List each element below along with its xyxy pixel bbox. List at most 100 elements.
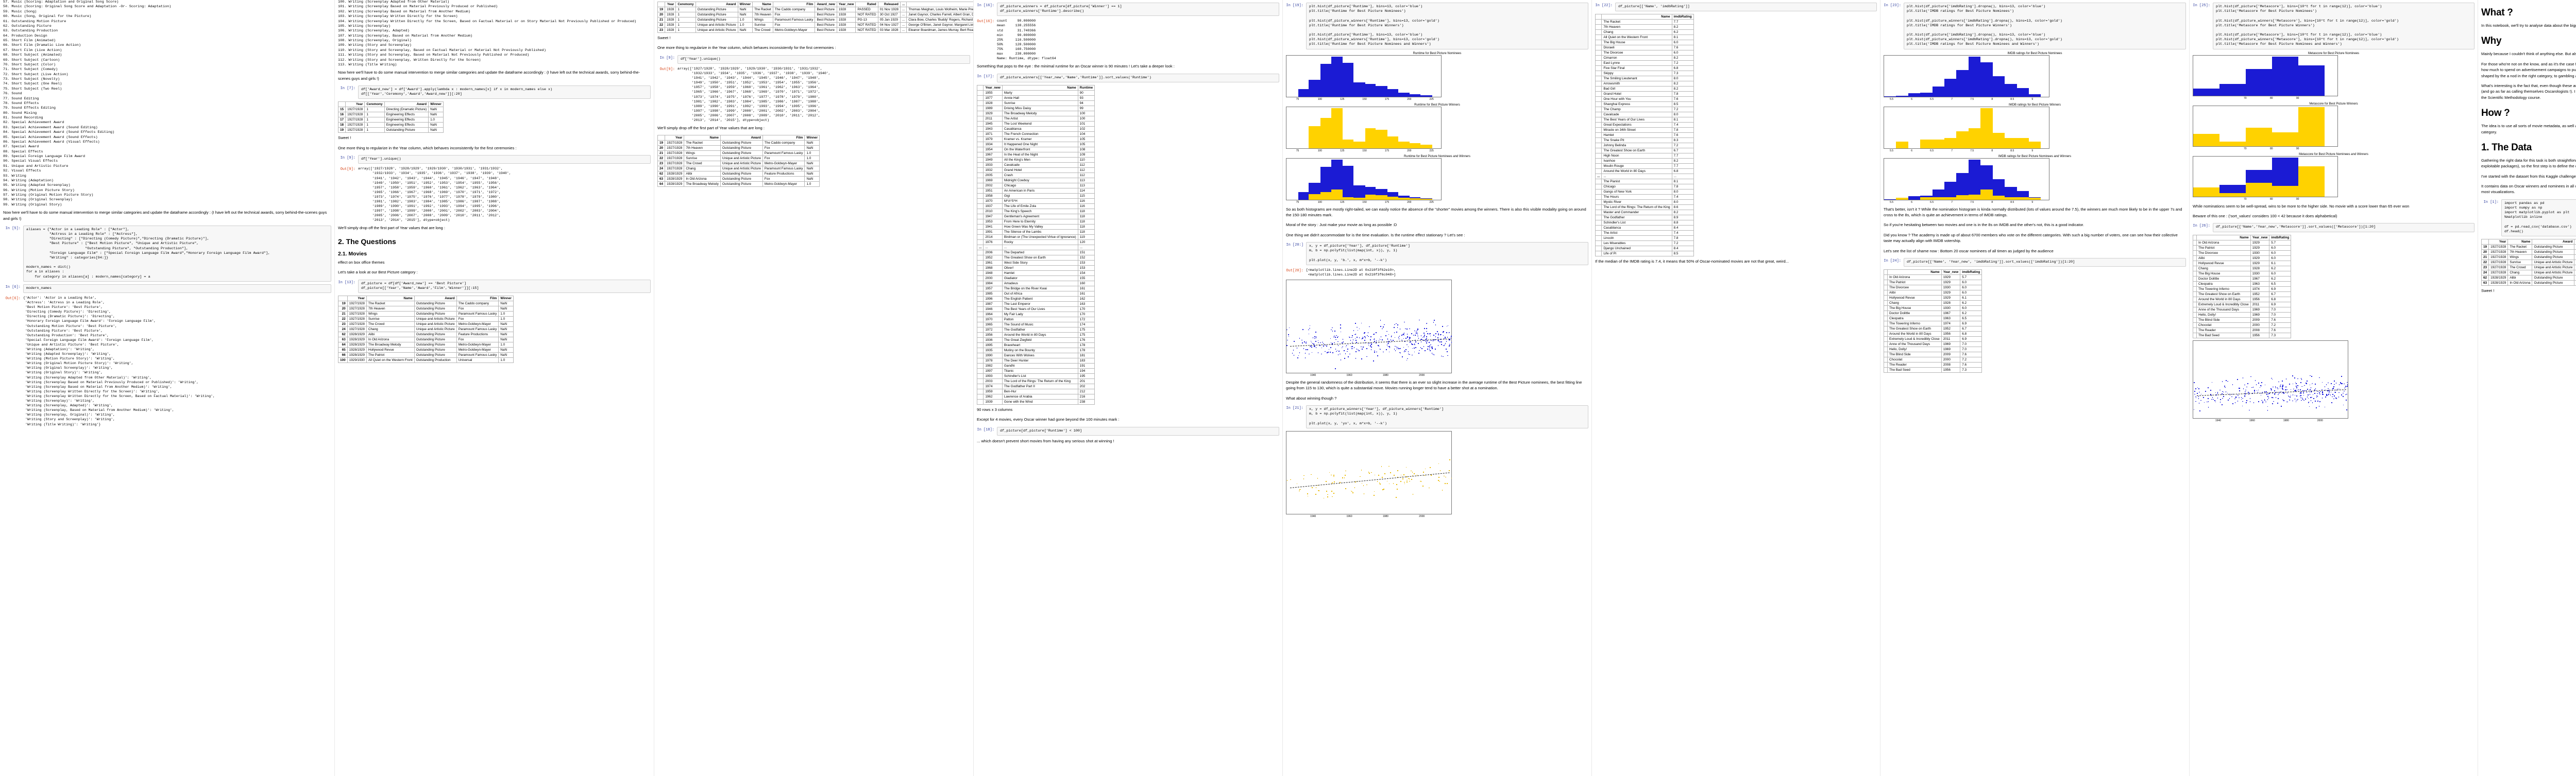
data-point <box>2310 387 2312 388</box>
x-tick-label: 75 <box>1296 97 1299 101</box>
data-point <box>1352 339 1354 340</box>
paragraph: Gathering the right data for this task i… <box>2481 158 2576 169</box>
data-point <box>1399 329 1401 330</box>
plot-area <box>2193 55 2338 96</box>
table-cell: Annie Hall <box>1002 95 1078 101</box>
data-point <box>2234 398 2235 400</box>
code-input[interactable]: modern_names <box>23 284 331 293</box>
table-row: Extremely Loud & Incredibly Close 2011 6.9 <box>1884 336 1982 342</box>
data-point <box>1394 337 1396 338</box>
code-input[interactable]: df_picture[['Name','Year_new','Metascore… <box>2213 223 2475 232</box>
data-point <box>1449 459 1450 460</box>
table-cell: Wings <box>2507 254 2533 261</box>
data-point <box>2258 382 2259 384</box>
data-point <box>1409 354 1410 355</box>
data-point <box>1370 347 1372 348</box>
table-row: High Noon 7.7 <box>1595 153 1694 159</box>
data-point <box>2346 409 2347 410</box>
table-row: The Patriot 1929 6.0 <box>2193 245 2292 251</box>
table-cell: 1927/1928 <box>345 122 365 128</box>
table-cell: 161 <box>1077 285 1095 291</box>
data-point <box>2346 386 2347 387</box>
data-point <box>1331 329 1332 331</box>
data-point <box>1333 475 1335 476</box>
data-point <box>1370 346 1371 347</box>
data-point <box>1433 354 1435 355</box>
table-cell: 170 <box>1077 311 1095 317</box>
table-row: 1945 The Lost Weekend 101 <box>976 120 1095 127</box>
chart-bar <box>1398 141 1410 148</box>
code-input[interactable]: aliases = {"Actor in a Leading Role" : [… <box>23 225 331 282</box>
table-cell: 1928 <box>665 17 676 23</box>
data-point <box>1397 348 1399 349</box>
x-tick-label: 1960 <box>1346 514 1352 518</box>
markdown-cell: That's better, isn't it ? While the nomi… <box>1884 206 2186 218</box>
code-input[interactable]: df['Year'].unique() <box>677 55 970 64</box>
table-row: Mystic River 8.0 <box>1595 199 1694 205</box>
data-point <box>1401 339 1402 341</box>
data-point <box>1396 497 1397 498</box>
code-input[interactable]: x, y = df_picture_winners['Year'], df_pi… <box>1306 405 1588 428</box>
table-cell: The Racket <box>1601 19 1672 25</box>
dataframe-output: Name Year_new imdbRating In Old Arizona 1929… <box>2193 234 2475 338</box>
markdown-cell: 90 rows x 3 columns <box>977 407 1279 412</box>
code-input[interactable]: plt.hist(df_picture['imdbRating'].dropna… <box>1904 3 2186 49</box>
table-cell: 7th Heaven <box>2507 249 2533 255</box>
data-point <box>1328 349 1330 350</box>
paragraph: We'll simply drop off the first part of … <box>338 226 445 231</box>
code-input[interactable]: df_picture = df[df['Award_new'] == 'Best… <box>358 279 651 293</box>
chart-bar <box>2193 89 2219 96</box>
code-input[interactable]: plt.hist(df_picture['Metascore'], bins=[… <box>2213 3 2475 49</box>
data-point <box>1420 339 1421 340</box>
data-point <box>2311 383 2313 385</box>
table-row: 19 1927/1928 The Racket Outstanding Picture… <box>338 300 514 306</box>
table-cell: 178 <box>1077 347 1095 353</box>
data-point <box>2216 394 2217 395</box>
data-point <box>1356 342 1357 343</box>
table-cell: 1969 <box>2250 312 2270 318</box>
chart-bar <box>1992 179 2005 200</box>
column-header: Film <box>456 295 499 301</box>
data-point <box>1396 348 1397 350</box>
code-input[interactable]: df_picture[['Name', 'imdbRating']] <box>1615 3 1877 12</box>
code-input[interactable]: df['Year'].unique() <box>358 155 651 164</box>
table-cell: Fox <box>456 316 499 322</box>
code-input[interactable]: x, y = df_picture['Year'], df_picture['R… <box>1306 242 1588 265</box>
data-point <box>2334 381 2335 382</box>
code-input[interactable]: df_picture_winners[['Year_new','Name','R… <box>997 73 1279 82</box>
code-input[interactable]: import pandas as pd import numpy as np i… <box>2501 199 2576 237</box>
table-cell: 175 <box>1077 326 1095 333</box>
data-point <box>1361 482 1363 484</box>
data-point <box>2299 395 2301 396</box>
output-cell: Out[16]: count 90.000000 mean 138.255556 … <box>977 19 1279 61</box>
data-point <box>2296 383 2297 384</box>
data-point <box>2242 401 2243 402</box>
x-tick-label: 8.5 <box>2010 149 2014 152</box>
table-cell: Metro-Goldwyn-Mayer <box>456 341 499 348</box>
code-input[interactable]: plt.hist(df_picture['Runtime'], bins=13,… <box>1306 3 1588 49</box>
data-point <box>1403 474 1404 475</box>
table-row: Great Expectations 7.4 <box>1595 122 1694 128</box>
table-row: Alibi 1929 6.0 <box>1884 290 1982 296</box>
data-point <box>1404 483 1405 485</box>
table-cell: Outstanding Production <box>414 357 457 363</box>
data-point <box>2208 398 2209 399</box>
table-row: The Blind Side 2009 7.6 <box>2193 317 2292 323</box>
code-input[interactable]: df_picture[['Name', 'Year_new', 'imdbRat… <box>1904 257 2186 267</box>
data-point <box>2282 384 2283 386</box>
data-point <box>2330 394 2331 396</box>
data-point <box>1314 336 1315 337</box>
data-point <box>2214 400 2215 402</box>
paragraph: One more thing to regularize in the Year… <box>338 145 517 150</box>
code-input[interactable]: df_picture_winners = df_picture[df_pictu… <box>997 3 1279 16</box>
code-input[interactable]: df_picture[df_picture['Runtime'] < 100] <box>997 426 1279 436</box>
chart-bar <box>2028 94 2041 97</box>
chart-title: Metascore for Best Picture Nominees and … <box>2299 152 2368 156</box>
table-cell: ... <box>983 244 1003 250</box>
code-input[interactable]: df['Award_new'] = df['Award'].apply(lamb… <box>358 85 651 99</box>
paragraph: Moral of the story : Just make your movi… <box>1286 222 1397 228</box>
table-cell: 162 <box>1077 296 1095 302</box>
table-row: 24 1927/1928 Chang Unique and Artistic Pict… <box>338 326 514 332</box>
